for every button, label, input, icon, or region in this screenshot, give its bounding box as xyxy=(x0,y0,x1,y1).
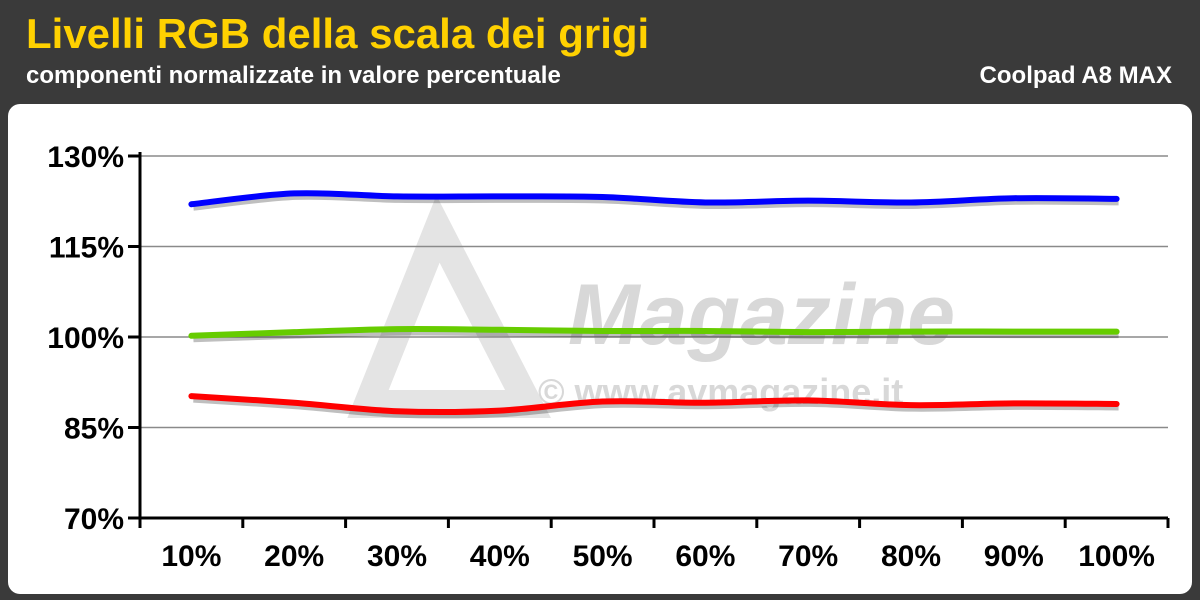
chart-svg: Magazine © www.avmagazine.it 130% 115% 100… xyxy=(47,141,1170,573)
series-layer xyxy=(188,190,1120,419)
y-axis-ticks: 130% 115% 100% 85% 70% xyxy=(47,141,140,536)
x-tick-label: 50% xyxy=(573,540,633,573)
chart-subtitle: componenti normalizzate in valore percen… xyxy=(26,62,561,89)
watermark: Magazine © www.avmagazine.it xyxy=(347,195,955,418)
chart-title: Livelli RGB della scala dei grigi xyxy=(26,10,650,57)
y-tick-label: 115% xyxy=(49,232,124,265)
header: Livelli RGB della scala dei grigi compon… xyxy=(0,0,1200,100)
series-line xyxy=(188,326,1120,339)
x-tick-label: 40% xyxy=(470,540,530,573)
y-tick-label: 130% xyxy=(47,141,124,174)
x-tick-label: 20% xyxy=(264,540,324,573)
y-tick-label: 100% xyxy=(47,322,124,355)
x-tick-label: 80% xyxy=(881,540,941,573)
x-tick-label: 70% xyxy=(778,540,838,573)
series-line xyxy=(188,190,1120,208)
x-tick-label: 100% xyxy=(1078,540,1155,573)
grid xyxy=(140,155,1168,429)
x-tick-label: 30% xyxy=(367,540,427,573)
x-axis-ticks: 10% 20% 30% 40% 50% 60% 70% 80% 90% 100% xyxy=(138,518,1170,573)
x-tick-label: 10% xyxy=(161,540,221,573)
x-tick-label: 60% xyxy=(675,540,735,573)
series-line xyxy=(188,393,1120,416)
watermark-logo-shape xyxy=(347,195,551,418)
y-tick-label: 70% xyxy=(64,503,124,536)
watermark-brand: Magazine xyxy=(568,267,955,363)
chart-panel: Magazine © www.avmagazine.it 130% 115% 100… xyxy=(8,104,1192,594)
y-tick-label: 85% xyxy=(64,413,124,446)
device-name: Coolpad A8 MAX xyxy=(979,62,1172,89)
x-tick-label: 90% xyxy=(984,540,1044,573)
